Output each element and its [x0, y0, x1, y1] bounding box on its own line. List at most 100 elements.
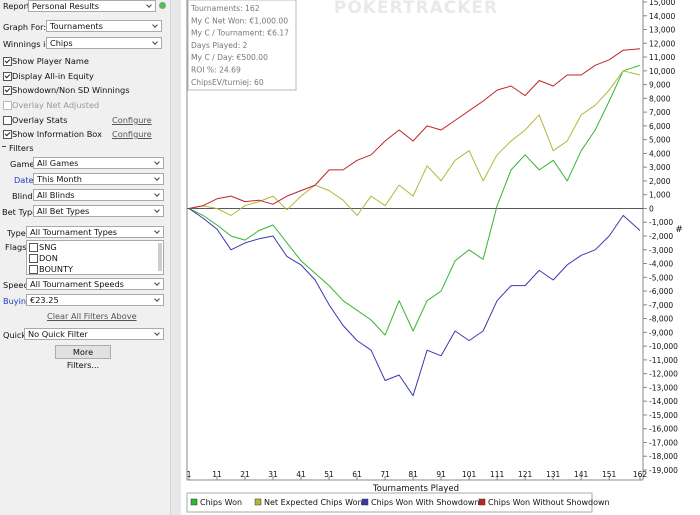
value: All Games [37, 158, 79, 168]
checkbox[interactable] [29, 254, 38, 263]
checkbox[interactable] [3, 101, 12, 110]
info-box [187, 0, 297, 91]
x-tick-label: 111 [490, 470, 505, 479]
value: Personal Results [32, 1, 99, 11]
select[interactable]: No Quick Filter [24, 328, 164, 340]
x-axis-title: Tournaments Played [372, 484, 459, 494]
y-tick-label: -1,000 [649, 218, 673, 227]
legend-label: Net Expected Chips Won [264, 498, 363, 507]
y-tick-label: -6,000 [649, 287, 673, 296]
y-tick-label: 7,000 [649, 108, 671, 117]
label: Speed: [3, 280, 32, 290]
select[interactable]: All Bet Types [33, 205, 164, 217]
label: Graph For: [3, 22, 47, 32]
x-tick-label: 71 [380, 470, 390, 479]
checkbox[interactable] [29, 243, 38, 252]
label: Overlay Stats [12, 115, 68, 125]
y-tick-label: -8,000 [649, 315, 673, 324]
x-tick-label: 162 [633, 470, 648, 479]
series-line [188, 70, 641, 216]
x-tick-label: 121 [518, 470, 533, 479]
select[interactable]: All Blinds [33, 189, 164, 201]
select[interactable]: All Tournament Speeds [26, 278, 164, 290]
series-line [188, 208, 641, 397]
value: This Month [37, 174, 82, 184]
label: Buyin: [3, 296, 29, 306]
x-tick-label: 1 [187, 470, 192, 479]
y-tick-label: -2,000 [649, 232, 673, 241]
link[interactable]: Clear All Filters Above [47, 311, 137, 321]
checkbox[interactable] [3, 57, 12, 66]
scrollbar[interactable] [158, 243, 162, 271]
info-line: Tournaments: 162 [190, 4, 260, 13]
x-tick-label: 21 [240, 470, 250, 479]
label: Date: [14, 175, 37, 185]
y-tick-label: -16,000 [649, 425, 678, 434]
checkbox[interactable] [3, 86, 12, 95]
checkbox[interactable] [29, 265, 38, 274]
info-line: My C / Day: €500.00 [191, 53, 268, 62]
select[interactable]: Personal Results [28, 0, 156, 12]
label: Flags: [5, 242, 30, 252]
legend-label: Chips Won Without Showdown [488, 498, 610, 507]
splitter[interactable] [170, 0, 181, 515]
select[interactable]: This Month [33, 173, 164, 185]
label: Type: [7, 228, 29, 238]
x-tick-label: 11 [212, 470, 222, 479]
value: Chips [50, 38, 73, 48]
y-tick-label: 9,000 [649, 81, 671, 90]
label: Bet Type: [2, 207, 41, 217]
x-tick-label: 41 [296, 470, 306, 479]
y-tick-label: -15,000 [649, 411, 678, 420]
label: Report: [3, 1, 33, 11]
y-tick-label: -4,000 [649, 260, 673, 269]
y-tick-label: -14,000 [649, 397, 678, 406]
info-line: ROI %: 24.69 [191, 66, 241, 75]
checkbox[interactable] [3, 116, 12, 125]
button[interactable]: More Filters... [55, 345, 111, 370]
info-line: My C / Tournament: €6.17 [191, 29, 289, 38]
legend-swatch [361, 498, 369, 506]
y-tick-label: 8,000 [649, 94, 671, 103]
value: All Bet Types [37, 206, 90, 216]
select[interactable]: All Games [33, 157, 164, 169]
link[interactable]: Configure [112, 115, 152, 125]
y-tick-label: -10,000 [649, 342, 678, 351]
x-tick-label: 131 [546, 470, 561, 479]
label: Winnings in: [3, 39, 54, 49]
label: Display All-in Equity [12, 71, 94, 81]
select[interactable]: All Tournament Types [26, 226, 164, 238]
legend-label: Chips Won With Showdown [371, 498, 480, 507]
y-tick-label: -11,000 [649, 356, 678, 365]
value: All Tournament Speeds [30, 279, 124, 289]
value: All Tournament Types [30, 227, 118, 237]
select[interactable]: €23.25 [26, 294, 164, 306]
y-axis-title: # [675, 225, 683, 235]
label: Game: [10, 159, 38, 169]
list-item: BOUNTY [39, 264, 74, 274]
legend-label: Chips Won [200, 498, 242, 507]
x-tick-label: 141 [574, 470, 589, 479]
y-tick-label: 11,000 [649, 53, 675, 62]
y-tick-label: 13,000 [649, 26, 675, 35]
y-tick-label: -3,000 [649, 246, 673, 255]
status-icon [159, 2, 166, 9]
info-line: My C Net Won: €1,000.00 [191, 16, 288, 25]
y-tick-label: 15,000 [649, 0, 675, 7]
y-tick-label: 1,000 [649, 191, 671, 200]
y-tick-label: 2,000 [649, 177, 671, 186]
label: Quick: [3, 330, 29, 340]
select[interactable]: Chips [46, 37, 162, 49]
link[interactable]: Configure [112, 129, 152, 139]
select[interactable]: Tournaments [46, 20, 162, 32]
checkbox[interactable] [3, 72, 12, 81]
y-tick-label: -17,000 [649, 438, 678, 447]
collapse-icon[interactable] [2, 146, 6, 147]
y-tick-label: 6,000 [649, 122, 671, 131]
y-tick-label: -5,000 [649, 273, 673, 282]
flag-list[interactable]: SNG DON BOUNTY [26, 240, 164, 275]
checkbox[interactable] [3, 130, 12, 139]
x-tick-label: 91 [436, 470, 446, 479]
label: Showdown/Non SD Winnings [12, 85, 130, 95]
